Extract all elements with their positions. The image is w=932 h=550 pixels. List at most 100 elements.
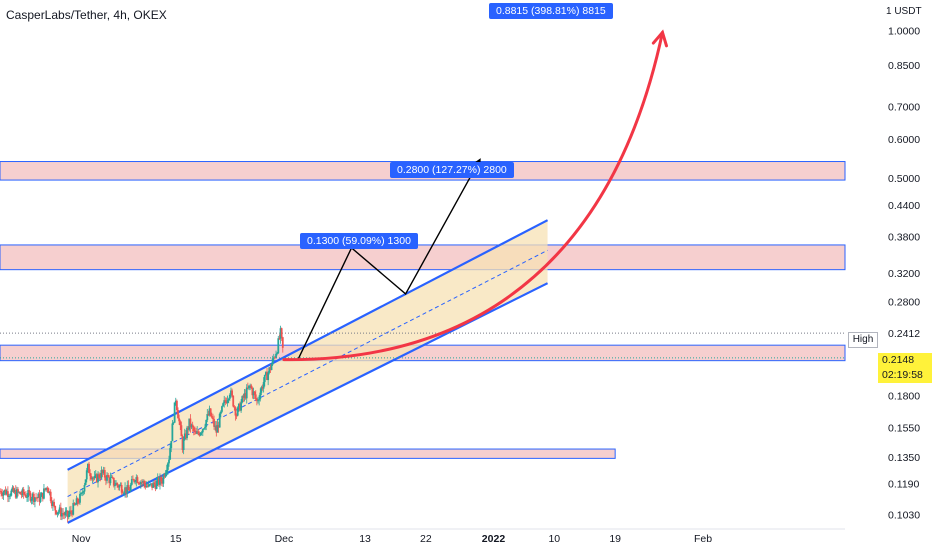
candle-body (196, 431, 199, 434)
candle-body (213, 419, 215, 427)
candle-body (205, 419, 208, 427)
candle-body (254, 394, 257, 399)
candle-body (281, 337, 284, 348)
candle-body (189, 418, 192, 428)
candle-body (47, 488, 50, 494)
candle-body (109, 477, 112, 484)
candle-body (239, 403, 241, 411)
candle-body (52, 501, 54, 506)
candle-body (177, 410, 179, 419)
candle-body (49, 491, 52, 502)
candle-body (31, 493, 34, 499)
candle-body (61, 513, 63, 517)
candle-body (191, 424, 194, 428)
candle-body (127, 485, 130, 491)
price-axis-panel (845, 0, 932, 550)
price-tick-label: 0.3200 (888, 268, 920, 280)
candle-body (173, 402, 176, 423)
candle-body (175, 400, 178, 411)
candle-body (221, 406, 223, 412)
candle-body (119, 484, 122, 486)
date-tick-label: Dec (275, 533, 294, 545)
candle-body (35, 497, 37, 499)
price-tick-label: 0.1030 (888, 509, 920, 521)
candle-body (280, 328, 283, 338)
price-tick-label: 0.1800 (888, 391, 920, 403)
candle-body (152, 482, 155, 488)
candle-body (29, 492, 32, 501)
candle-body (71, 512, 74, 515)
candle-body (114, 485, 116, 487)
candle-body (27, 490, 30, 498)
candle-body (251, 388, 254, 396)
candle-body (83, 485, 86, 492)
candle-body (64, 512, 67, 516)
price-tick-label: 0.4400 (888, 200, 920, 212)
candle-body (44, 488, 46, 490)
candle-body (267, 372, 270, 381)
candle-body (159, 477, 161, 485)
candle-body (134, 481, 137, 483)
candle-body (99, 477, 102, 479)
candle-body (54, 505, 57, 511)
candle-body (79, 493, 81, 503)
candles (0, 325, 284, 523)
candle-body (271, 358, 274, 365)
candle-body (186, 427, 188, 439)
candle-body (160, 477, 163, 482)
measure-label-top[interactable]: 0.8815 (398.81%) 8815 (489, 3, 613, 19)
candle-body (268, 367, 271, 373)
candle-body (55, 510, 58, 515)
candle-body (274, 357, 276, 359)
candle-body (30, 498, 33, 501)
candle-body (40, 492, 43, 497)
candle-body (56, 512, 59, 515)
candle-body (137, 482, 140, 484)
candle-body (259, 392, 262, 400)
candle-body (252, 391, 255, 396)
candle-body (253, 391, 256, 395)
candle-body (234, 407, 237, 416)
date-tick-label: 2022 (482, 533, 506, 545)
candle-body (181, 436, 184, 450)
candle-body (260, 387, 263, 393)
candle-body (89, 473, 92, 477)
candle-body (197, 431, 200, 434)
candle-body (214, 425, 217, 427)
candle-body (240, 402, 243, 411)
candle-body (8, 496, 10, 498)
candle-body (146, 485, 149, 487)
candle-body (48, 491, 51, 494)
candle-body (154, 484, 157, 489)
candle-body (136, 477, 139, 483)
price-tick-label: 0.1190 (888, 479, 919, 491)
candle-body (105, 477, 107, 481)
candle-body (218, 413, 221, 428)
candle-body (178, 418, 181, 422)
candle-body (45, 487, 48, 490)
current-price-badge: 0.2148 02:19:58 (878, 353, 932, 383)
candle-body (135, 477, 138, 482)
candle-body (4, 489, 7, 495)
candle-body (145, 485, 148, 488)
candle-body (222, 403, 224, 407)
candle-body (217, 425, 220, 428)
candle-body (82, 491, 85, 493)
candle-body (250, 385, 253, 389)
date-tick-label: 22 (420, 533, 432, 545)
candle-body (180, 425, 183, 437)
candle-body (46, 487, 49, 489)
candle-body (262, 382, 265, 389)
candle-body (70, 510, 72, 513)
candle-body (88, 463, 90, 474)
candle-body (244, 393, 247, 399)
candle-body (139, 481, 142, 485)
candle-body (230, 390, 232, 395)
measure-label-middle[interactable]: 0.2800 (127.27%) 2800 (390, 162, 514, 178)
candle-body (179, 421, 182, 426)
measure-label-lower[interactable]: 0.1300 (59.09%) 1300 (300, 233, 418, 249)
curve-arrowhead (651, 29, 668, 48)
candle-body (74, 504, 77, 506)
